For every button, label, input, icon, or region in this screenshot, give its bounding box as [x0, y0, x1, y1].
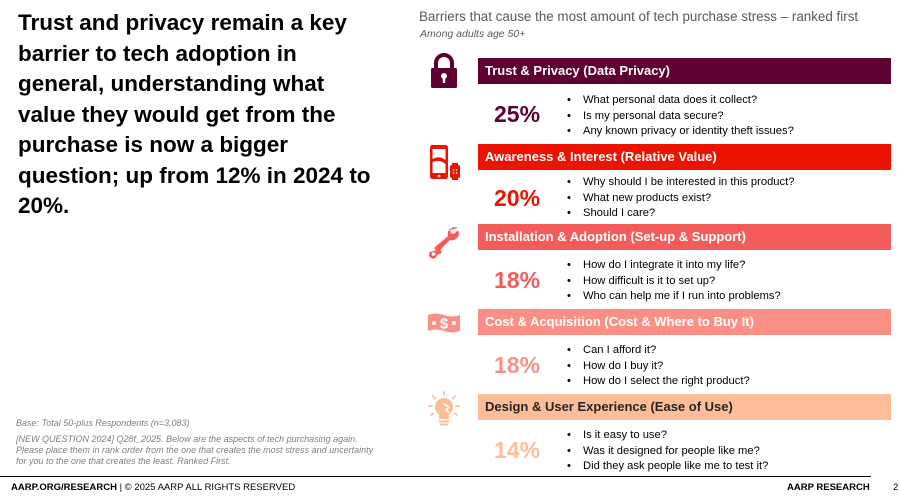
question-item: How do I select the right product? [567, 374, 750, 390]
question-item: Did they ask people like me to test it? [567, 459, 768, 475]
barrier-questions: Why should I be interested in this produ… [567, 175, 794, 222]
lock-icon [431, 53, 457, 88]
question-item: Can I afford it? [567, 343, 750, 359]
barrier-questions: Is it easy to use? Was it designed for p… [567, 428, 768, 475]
barrier-header: Installation & Adoption (Set-up & Suppor… [478, 224, 891, 250]
footer-divider [0, 476, 871, 477]
footer-brand: AARP RESEARCH [787, 482, 870, 493]
question-note: [NEW QUESTION 2024] Q28f_2025. Below are… [16, 434, 374, 466]
barrier-header: Awareness & Interest (Relative Value) [478, 144, 891, 170]
barrier-header: Trust & Privacy (Data Privacy) [478, 58, 891, 84]
chart-title: Barriers that cause the most amount of t… [419, 9, 859, 24]
barrier-percent: 25% [494, 101, 541, 127]
question-item: Was it designed for people like me? [567, 444, 768, 460]
barrier-percent: 20% [494, 185, 541, 211]
lightbulb-icon [428, 391, 460, 426]
footer-copyright-text: | © 2025 AARP ALL RIGHTS RESERVED [116, 482, 296, 493]
question-item: Should I care? [567, 206, 794, 222]
svg-text:$: $ [440, 316, 449, 333]
question-item: Who can help me if I run into problems? [567, 289, 781, 305]
question-item: What personal data does it collect? [567, 93, 794, 109]
money-bill-icon: $ [428, 313, 460, 333]
phone-watch-icon [430, 145, 460, 180]
question-item: Any known privacy or identity theft issu… [567, 124, 794, 140]
question-item: Is my personal data secure? [567, 109, 794, 125]
barrier-percent: 14% [494, 437, 541, 463]
barrier-percent: 18% [494, 352, 541, 378]
chart-subtitle: Among adults age 50+ [420, 28, 526, 40]
barrier-questions: What personal data does it collect? Is m… [567, 93, 794, 140]
footer-site-link[interactable]: AARP.ORG/RESEARCH [11, 482, 117, 493]
question-item: How do I integrate it into my life? [567, 258, 781, 274]
barrier-questions: How do I integrate it into my life? How … [567, 258, 781, 305]
footer-copyright: AARP.ORG/RESEARCH | © 2025 AARP ALL RIGH… [11, 482, 295, 493]
headline: Trust and privacy remain a key barrier t… [18, 10, 371, 218]
base-note: Base: Total 50-plus Respondents (n=3,083… [16, 418, 190, 428]
wrench-icon [429, 227, 459, 259]
question-item: Is it easy to use? [567, 428, 768, 444]
page-number: 2 [893, 482, 899, 493]
question-item: How do I buy it? [567, 359, 750, 375]
barrier-questions: Can I afford it? How do I buy it? How do… [567, 343, 750, 390]
barrier-header: Cost & Acquisition (Cost & Where to Buy … [478, 309, 891, 335]
barrier-percent: 18% [494, 267, 541, 293]
question-item: What new products exist? [567, 191, 794, 207]
question-item: Why should I be interested in this produ… [567, 175, 794, 191]
question-item: How difficult is it to set up? [567, 274, 781, 290]
barrier-header: Design & User Experience (Ease of Use) [478, 394, 891, 420]
